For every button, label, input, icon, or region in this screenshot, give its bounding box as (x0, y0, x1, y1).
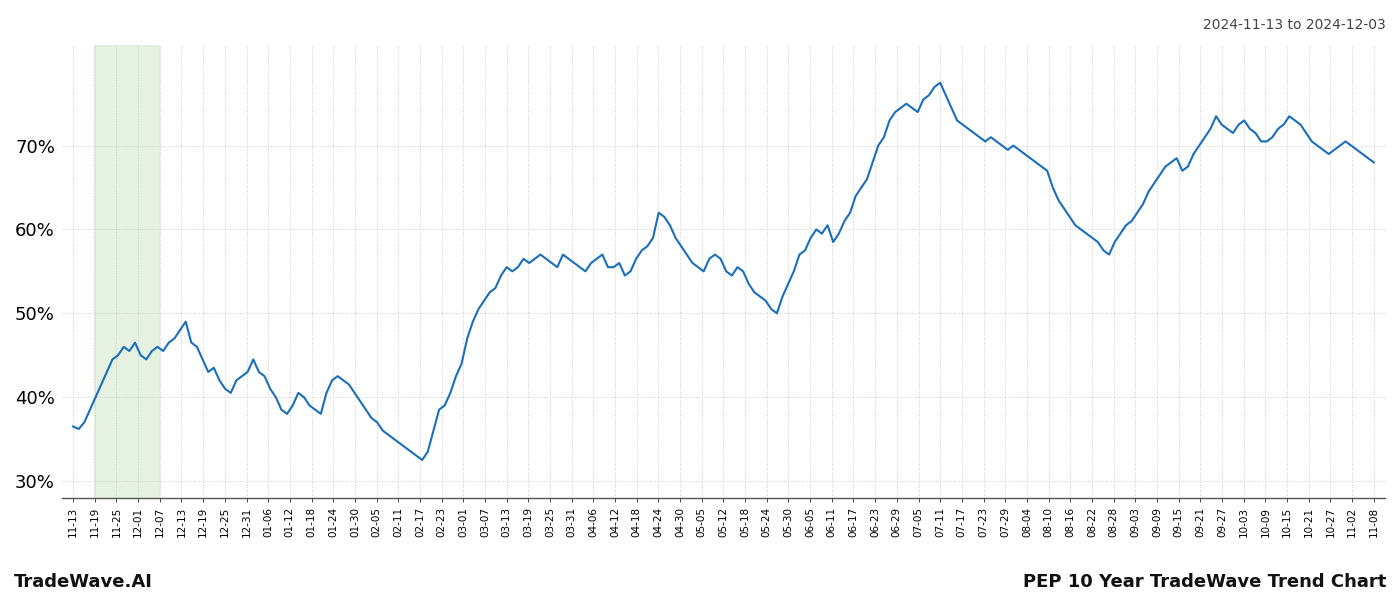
Text: TradeWave.AI: TradeWave.AI (14, 573, 153, 591)
Text: 2024-11-13 to 2024-12-03: 2024-11-13 to 2024-12-03 (1203, 18, 1386, 32)
Text: PEP 10 Year TradeWave Trend Chart: PEP 10 Year TradeWave Trend Chart (1022, 573, 1386, 591)
Bar (94, 45, 158, 498)
